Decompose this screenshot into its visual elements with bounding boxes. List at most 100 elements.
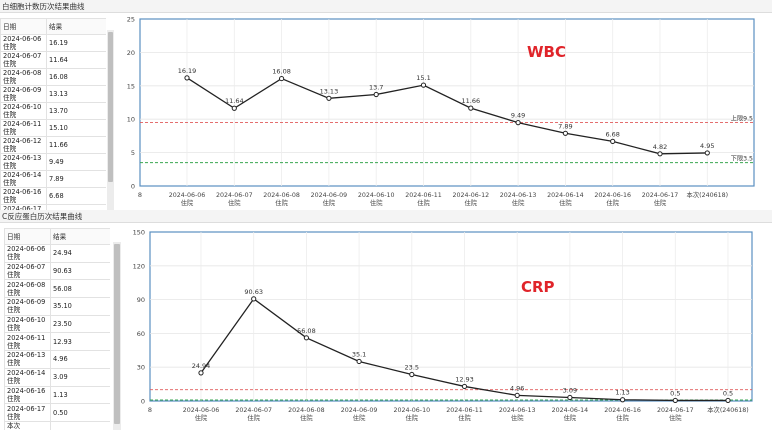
y-tick-label: 0 <box>141 398 145 406</box>
lower-limit-label: 下限3.5 <box>731 155 753 163</box>
crp-panel: C反应蛋白历次结果曲线 日期 结果 2024-06-06 住院 24.94 2024-… <box>0 210 772 430</box>
wbc-scroll-thumb[interactable] <box>108 32 113 182</box>
x-tick-sublabel: 住院 <box>195 413 208 422</box>
table-row[interactable]: 2024-06-16 住院 1.13 <box>4 385 110 405</box>
data-point <box>184 75 190 81</box>
table-row[interactable]: 2024-06-13 住院 9.49 <box>0 153 106 171</box>
visit-type-text: 住院 <box>7 288 21 297</box>
visit-type-text: 住院 <box>7 253 21 262</box>
visit-type-text: 住院 <box>3 179 17 187</box>
data-point <box>514 392 520 399</box>
wbc-table: 日期 结果 2024-06-06 住院 16.19 2024-06-07 住院 11.64… <box>0 18 106 210</box>
data-point <box>610 138 616 144</box>
y-tick-label: 5 <box>131 149 135 157</box>
data-label: 9.49 <box>511 112 525 120</box>
x-tick-sublabel: 住院 <box>300 413 313 422</box>
result-cell: 4.82 <box>46 204 106 210</box>
visit-type-text: 住院 <box>7 394 21 403</box>
wbc-table-scrollbar[interactable] <box>107 30 114 210</box>
x-tick-label: 本次(240618) <box>707 405 749 414</box>
date-text: 2024-06-06 <box>7 245 46 254</box>
date-text: 2024-06-10 <box>7 316 46 325</box>
table-row[interactable]: 2024-06-09 住院 35.10 <box>4 297 110 316</box>
y-tick-label: 10 <box>127 116 135 124</box>
data-label: 15.1 <box>416 74 430 82</box>
series-line <box>186 77 708 155</box>
data-label: 90.63 <box>244 288 263 296</box>
x-tick-label: 2024-06-17 <box>657 407 694 414</box>
x-tick-label: 2024-06-10 <box>358 192 395 199</box>
x-tick-sublabel: 住院 <box>616 413 629 422</box>
visit-type-text: 住院 <box>7 271 21 280</box>
data-label: 23.5 <box>405 364 419 372</box>
x-origin-label: 8 <box>148 406 152 414</box>
x-tick-sublabel: 住院 <box>275 198 288 207</box>
table-row[interactable]: 2024-06-11 住院 12.93 <box>4 332 110 352</box>
crp-history-table: 日期 结果 2024-06-06 住院 24.94 2024-06-07 住院 90.63… <box>4 228 110 430</box>
data-label: 16.19 <box>178 67 197 75</box>
date-text: 2024-06-08 <box>3 69 42 77</box>
x-tick-sublabel: 住院 <box>511 413 524 422</box>
chart-annotation: CRP <box>521 278 555 296</box>
x-tick-label: 2024-06-09 <box>341 407 378 414</box>
date-text: 2024-06-12 <box>3 137 42 145</box>
table-row[interactable]: 2024-06-11 住院 15.10 <box>0 119 106 137</box>
x-tick-sublabel: 住院 <box>465 198 478 207</box>
chart-annotation: WBC <box>527 43 566 61</box>
date-text: 2024-06-07 <box>3 52 42 60</box>
data-label: 56.08 <box>297 327 316 335</box>
x-tick-label: 2024-06-14 <box>547 192 584 199</box>
table-row[interactable]: 本次(240618) <box>4 420 110 430</box>
table-row[interactable]: 2024-06-07 住院 11.64 <box>0 51 106 69</box>
table-row[interactable]: 2024-06-07 住院 90.63 <box>4 261 110 281</box>
y-tick-label: 25 <box>127 16 135 24</box>
wbc-panel-title: 白细胞计数历次结果曲线 <box>0 0 772 13</box>
table-row[interactable]: 2024-06-12 住院 11.66 <box>0 136 106 154</box>
x-tick-label: 2024-06-09 <box>311 192 348 199</box>
x-tick-sublabel: 住院 <box>564 413 577 422</box>
data-point <box>373 91 379 98</box>
table-row[interactable]: 2024-06-16 住院 6.68 <box>0 187 106 205</box>
data-point <box>326 95 332 101</box>
visit-type-text: 住院 <box>7 341 21 350</box>
wbc-table-body: 2024-06-06 住院 16.19 2024-06-07 住院 11.64 2024-0… <box>0 34 106 210</box>
upper-limit-label: 上限9.5 <box>731 115 753 123</box>
data-label: 0.5 <box>723 389 733 397</box>
x-tick-sublabel: 住院 <box>228 198 241 207</box>
date-text: 2024-06-08 <box>7 280 46 289</box>
table-row[interactable]: 2024-06-10 住院 23.50 <box>4 314 110 334</box>
date-text: 2024-06-14 <box>3 171 42 179</box>
table-row[interactable]: 2024-06-17住院4.82 <box>0 204 106 210</box>
data-point <box>198 370 204 376</box>
crp-table-scrollbar[interactable] <box>113 242 121 430</box>
data-point <box>657 151 663 157</box>
table-header-row: 日期 结果 <box>4 228 110 245</box>
data-label: 16.08 <box>272 68 291 76</box>
data-point <box>725 397 731 404</box>
table-row[interactable]: 2024-06-10 住院 13.70 <box>0 102 106 120</box>
date-text: 2024-06-11 <box>3 120 42 128</box>
crp-scroll-thumb[interactable] <box>114 244 120 424</box>
crp-table-body: 2024-06-06 住院 24.94 2024-06-07 住院 90.63 2024-0… <box>4 244 110 430</box>
table-row[interactable]: 2024-06-06 住院 16.19 <box>0 34 106 52</box>
visit-type-text: 住院 <box>3 43 17 51</box>
data-label: 0.5 <box>670 389 680 397</box>
data-label: 1.13 <box>615 389 629 397</box>
plot-area <box>149 231 753 402</box>
date-text: 2024-06-13 <box>7 351 46 360</box>
date-text: 2024-06-17 <box>3 205 42 210</box>
date-text: 2024-06-14 <box>7 369 46 378</box>
date-text: 本次(240618) <box>7 422 21 430</box>
y-tick-label: 0 <box>131 183 135 191</box>
table-row[interactable]: 2024-06-14 住院 7.89 <box>0 170 106 188</box>
wbc-history-table: 日期 结果 2024-06-06 住院 16.19 2024-06-07 住院 11.64… <box>0 18 106 210</box>
data-label: 13.13 <box>320 87 339 95</box>
data-point <box>279 75 285 82</box>
x-tick-label: 2024-06-11 <box>446 407 483 414</box>
table-row[interactable]: 2024-06-08 住院 56.08 <box>4 279 110 299</box>
result-column-header: 结果 <box>50 228 110 245</box>
y-tick-label: 30 <box>137 364 145 372</box>
data-point <box>409 371 415 378</box>
data-point <box>231 105 237 111</box>
